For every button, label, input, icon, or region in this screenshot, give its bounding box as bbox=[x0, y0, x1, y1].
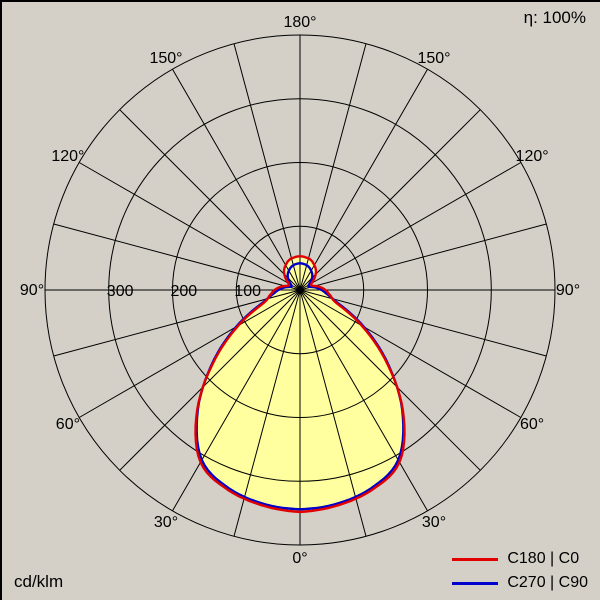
grid-spoke bbox=[299, 68, 428, 291]
grid-spoke bbox=[299, 223, 547, 291]
legend: C180 | C0 C270 | C90 bbox=[452, 550, 588, 592]
grid-spoke bbox=[299, 43, 367, 291]
angle-label: 90° bbox=[556, 282, 580, 299]
radial-tick-label: 300 bbox=[107, 283, 134, 300]
legend-item-c270-c90: C270 | C90 bbox=[452, 574, 588, 592]
legend-line-c0-icon bbox=[452, 557, 499, 561]
legend-label-c0: C180 | C0 bbox=[507, 550, 580, 567]
grid-spoke bbox=[78, 289, 301, 418]
grid-spoke bbox=[299, 289, 547, 357]
angle-label: 120° bbox=[51, 148, 84, 165]
efficiency-label: η: 100% bbox=[523, 8, 586, 27]
legend-line-c90-icon bbox=[452, 581, 499, 585]
grid-spoke bbox=[53, 289, 301, 357]
angle-label: 60° bbox=[56, 416, 80, 433]
angle-label: 90° bbox=[20, 282, 44, 299]
grid-spoke bbox=[78, 162, 301, 291]
angle-label: 30° bbox=[154, 514, 178, 531]
grid-spoke bbox=[172, 289, 301, 512]
grid-spoke bbox=[233, 43, 301, 291]
angle-label: 30° bbox=[422, 514, 446, 531]
angle-label: 180° bbox=[283, 14, 316, 31]
legend-label-c90: C270 | C90 bbox=[507, 574, 588, 591]
grid-spoke bbox=[119, 289, 301, 471]
grid-spoke bbox=[299, 289, 428, 512]
grid-spoke bbox=[299, 289, 481, 471]
grid-spoke bbox=[299, 289, 367, 537]
grid-spoke bbox=[299, 289, 522, 418]
angle-label: 150° bbox=[149, 50, 182, 67]
radial-tick-label: 200 bbox=[171, 283, 198, 300]
legend-item-c180-c0: C180 | C0 bbox=[452, 550, 579, 568]
radial-tick-label: 100 bbox=[234, 283, 261, 300]
angle-label: 120° bbox=[516, 148, 549, 165]
angle-label: 150° bbox=[417, 50, 450, 67]
grid-spoke bbox=[233, 289, 301, 537]
grid-spoke bbox=[119, 109, 301, 291]
angle-label: 0° bbox=[292, 550, 307, 567]
grid-spoke bbox=[53, 223, 301, 291]
unit-label: cd/klm bbox=[14, 572, 64, 591]
angle-label: 60° bbox=[520, 416, 544, 433]
grid-spoke bbox=[299, 162, 522, 291]
curve-c270-c90 bbox=[195, 262, 405, 511]
grid-spoke bbox=[172, 68, 301, 291]
curve-c180-c0 bbox=[194, 255, 406, 514]
grid-spoke bbox=[299, 109, 481, 291]
